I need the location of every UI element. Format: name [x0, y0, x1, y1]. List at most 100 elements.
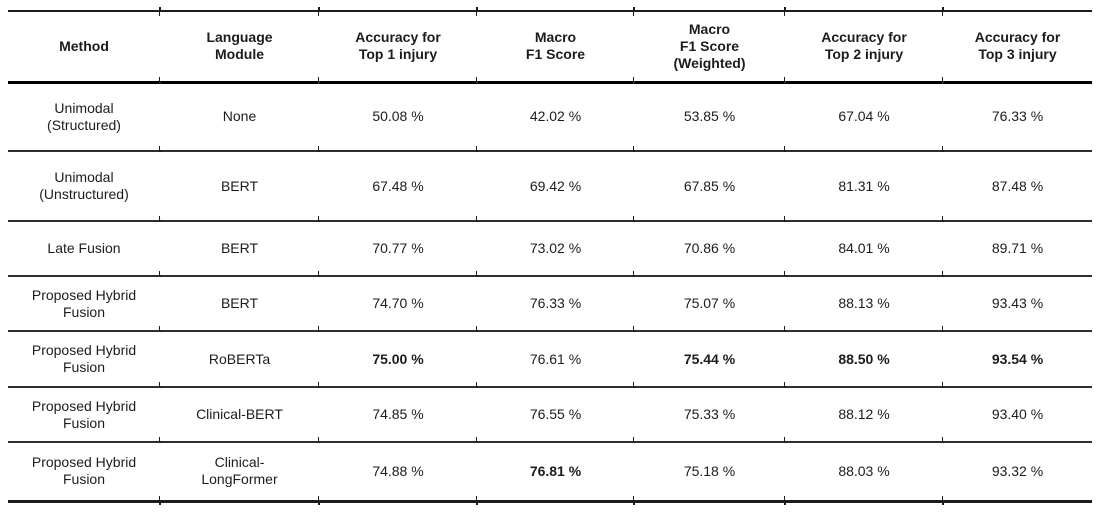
cell-value: 76.55 %	[477, 387, 635, 445]
column-header-macro-f1: Macro F1 Score	[477, 6, 635, 85]
cell-line: Clinical-BERT	[196, 406, 283, 422]
cell-value: 74.70 %	[319, 276, 478, 334]
column-header-accuracy-top2: Accuracy for Top 2 injury	[785, 6, 944, 85]
header-row: Method Language Module Accuracy for Top …	[8, 6, 1092, 85]
header-line: Module	[215, 46, 264, 63]
cell-value: 42.02 %	[477, 82, 635, 154]
header-line: Macro	[688, 20, 731, 37]
table-row: Unimodal (Structured) None 50.08 % 42.02…	[8, 82, 1092, 154]
cell-method: Unimodal (Structured)	[8, 82, 161, 154]
cell-value: 76.61 %	[477, 331, 635, 390]
cell-line: Proposed Hybrid	[31, 397, 137, 414]
header-line: Accuracy for	[974, 29, 1061, 46]
cell-value: 89.71 %	[943, 221, 1092, 277]
cell-value: 93.54 %	[943, 331, 1092, 388]
cell-method: Proposed Hybrid Fusion	[8, 387, 161, 445]
header-line: F1 Score	[679, 37, 740, 54]
column-header-accuracy-top1: Accuracy for Top 1 injury	[319, 6, 478, 85]
cell-value: 70.77 %	[319, 221, 478, 279]
table-row: Proposed Hybrid Fusion Clinical-BERT 74.…	[8, 387, 1092, 445]
column-header-macro-f1-weighted: Macro F1 Score (Weighted)	[634, 6, 786, 85]
cell-language-module: BERT	[160, 151, 320, 224]
cell-method: Unimodal (Unstructured)	[8, 151, 161, 224]
cell-value: 50.08 %	[319, 82, 478, 154]
cell-language-module: BERT	[160, 276, 320, 334]
cell-line: BERT	[220, 240, 259, 256]
header-line: Accuracy for	[821, 29, 907, 46]
cell-value: 53.85 %	[634, 82, 786, 154]
cell-value: 67.85 %	[634, 151, 786, 224]
cell-line: None	[222, 108, 257, 125]
cell-line: Proposed Hybrid	[31, 454, 137, 471]
header-line: Top 2 injury	[824, 46, 904, 63]
cell-value: 93.40 %	[943, 387, 1092, 443]
cell-line: Proposed Hybrid	[31, 286, 137, 303]
cell-value: 81.31 %	[785, 151, 944, 224]
cell-line: Proposed Hybrid	[31, 342, 137, 358]
cell-line: (Unstructured)	[39, 186, 129, 202]
cell-value: 75.07 %	[634, 276, 786, 334]
cell-line: Fusion	[62, 414, 106, 431]
cell-value: 75.33 %	[634, 387, 786, 445]
cell-value: 84.01 %	[785, 221, 944, 279]
cell-line: Fusion	[62, 471, 106, 488]
cell-language-module: None	[160, 82, 320, 154]
cell-value: 74.88 %	[319, 442, 478, 504]
table-row: Proposed Hybrid Fusion Clinical- LongFor…	[8, 442, 1092, 504]
cell-value: 73.02 %	[477, 221, 635, 279]
cell-line: Late Fusion	[47, 240, 121, 256]
header-line: F1 Score	[525, 46, 586, 63]
cell-value: 69.42 %	[477, 151, 635, 224]
cell-value: 88.12 %	[785, 387, 944, 445]
cell-language-module: Clinical- LongFormer	[160, 442, 320, 504]
cell-language-module: BERT	[160, 221, 320, 279]
cell-value: 88.03 %	[785, 442, 944, 504]
cell-line: Fusion	[62, 359, 106, 375]
cell-value: 76.33 %	[477, 276, 635, 334]
cell-value: 67.48 %	[319, 151, 478, 224]
header-line: (Weighted)	[673, 54, 746, 71]
header-line: Top 3 injury	[978, 46, 1057, 63]
cell-value: 88.50 %	[785, 331, 944, 390]
cell-line: RoBERTa	[208, 350, 271, 367]
cell-method: Proposed Hybrid Fusion	[8, 276, 161, 334]
cell-value: 76.81 %	[477, 442, 635, 504]
table-row: Late Fusion BERT 70.77 % 73.02 % 70.86 %…	[8, 221, 1092, 279]
cell-value: 87.48 %	[943, 151, 1092, 222]
results-table: Method Language Module Accuracy for Top …	[8, 6, 1092, 504]
cell-language-module: RoBERTa	[160, 331, 320, 390]
cell-line: Unimodal	[54, 99, 114, 116]
cell-method: Late Fusion	[8, 221, 161, 279]
cell-value: 93.43 %	[943, 276, 1092, 332]
header-line: Macro	[534, 29, 577, 46]
header-line: Accuracy for	[355, 29, 441, 46]
table-row: Proposed Hybrid Fusion BERT 74.70 % 76.3…	[8, 276, 1092, 334]
cell-method: Proposed Hybrid Fusion	[8, 331, 161, 390]
column-header-language-module: Language Module	[160, 6, 320, 85]
results-table-container: Method Language Module Accuracy for Top …	[8, 6, 1092, 504]
cell-method: Proposed Hybrid Fusion	[8, 442, 161, 504]
cell-value: 75.00 %	[319, 331, 478, 390]
cell-value: 70.86 %	[634, 221, 786, 279]
cell-value: 88.13 %	[785, 276, 944, 334]
header-line: Language	[206, 29, 273, 46]
column-header-method: Method	[8, 6, 161, 85]
column-header-accuracy-top3: Accuracy for Top 3 injury	[943, 11, 1092, 84]
table-row: Unimodal (Unstructured) BERT 67.48 % 69.…	[8, 151, 1092, 224]
cell-value: 93.32 %	[943, 442, 1092, 503]
cell-value: 75.18 %	[634, 442, 786, 504]
cell-line: Unimodal	[54, 169, 114, 185]
cell-line: (Structured)	[47, 116, 121, 133]
table-row: Proposed Hybrid Fusion RoBERTa 75.00 % 7…	[8, 331, 1092, 390]
cell-line: Clinical-	[214, 454, 265, 471]
cell-line: BERT	[220, 177, 259, 194]
cell-value: 67.04 %	[785, 82, 944, 154]
cell-line: LongFormer	[201, 471, 278, 488]
header-line: Top 1 injury	[358, 46, 438, 63]
cell-line: BERT	[220, 295, 259, 311]
header-line: Method	[59, 37, 109, 54]
cell-value: 74.85 %	[319, 387, 478, 445]
cell-value: 75.44 %	[634, 331, 786, 390]
cell-value: 76.33 %	[943, 82, 1092, 152]
cell-language-module: Clinical-BERT	[160, 387, 320, 445]
